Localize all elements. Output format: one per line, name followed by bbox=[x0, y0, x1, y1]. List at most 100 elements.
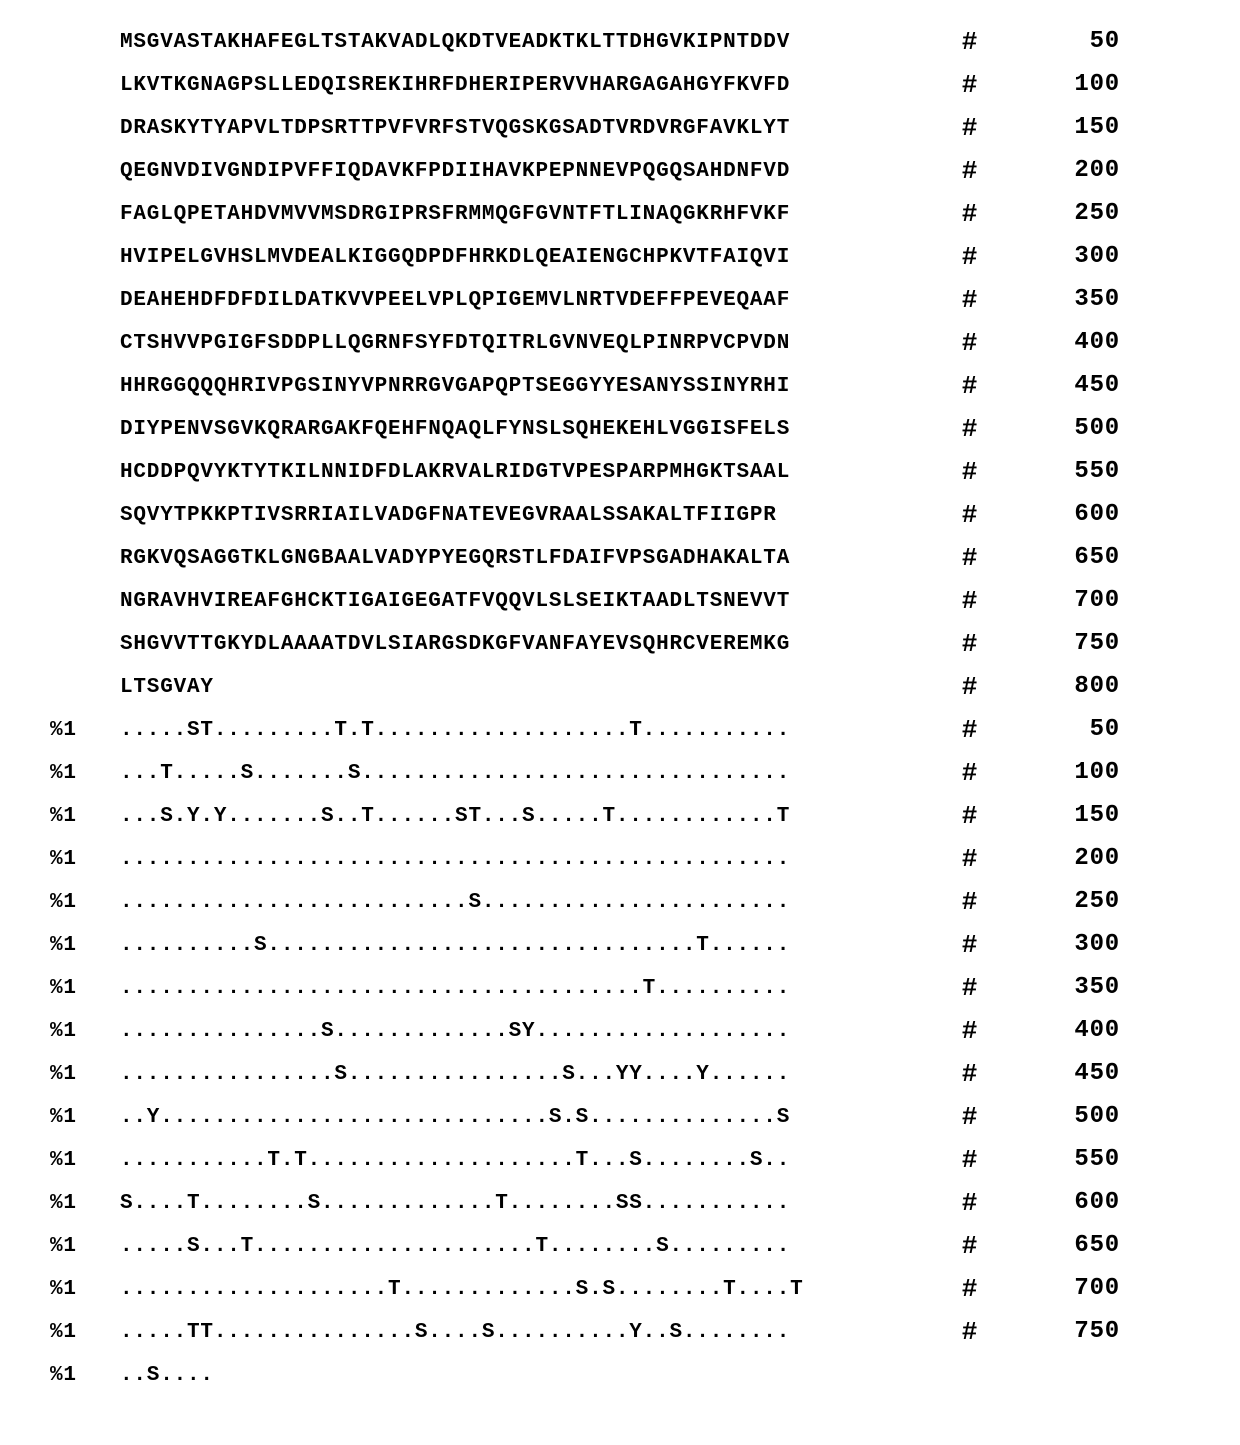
hash-glyph: # bbox=[940, 290, 1000, 311]
hash-glyph: # bbox=[940, 247, 1000, 268]
row-number: 650 bbox=[1000, 546, 1120, 570]
row-sequence: ...S.Y.Y.......S..T......ST...S.....T...… bbox=[120, 806, 940, 827]
hash-glyph: # bbox=[940, 1021, 1000, 1042]
row-prefix: %1 bbox=[50, 1021, 120, 1042]
row-number: 150 bbox=[1000, 804, 1120, 828]
sequence-row: %1...S.Y.Y.......S..T......ST...S.....T.… bbox=[50, 804, 1190, 828]
hash-glyph: # bbox=[940, 1064, 1000, 1085]
sequence-row: %1..........S...........................… bbox=[50, 933, 1190, 957]
row-sequence: CTSHVVPGIGFSDDPLLQGRNFSYFDTQITRLGVNVEQLP… bbox=[120, 333, 940, 354]
row-sequence: ........................................… bbox=[120, 849, 940, 870]
row-sequence: S....T........S.............T........SS.… bbox=[120, 1193, 940, 1214]
row-number: 500 bbox=[1000, 1105, 1120, 1129]
sequence-row: LTSGVAY#800 bbox=[50, 675, 1190, 699]
row-number: 450 bbox=[1000, 374, 1120, 398]
row-number: 250 bbox=[1000, 890, 1120, 914]
sequence-row: %1.....S...T.....................T......… bbox=[50, 1234, 1190, 1258]
sequence-row: %1.....TT...............S....S..........… bbox=[50, 1320, 1190, 1344]
row-number: 400 bbox=[1000, 331, 1120, 355]
row-prefix: %1 bbox=[50, 1322, 120, 1343]
hash-glyph: # bbox=[940, 935, 1000, 956]
sequence-row: QEGNVDIVGNDIPVFFIQDAVKFPDIIHAVKPEPNNEVPQ… bbox=[50, 159, 1190, 183]
row-number: 650 bbox=[1000, 1234, 1120, 1258]
row-number: 750 bbox=[1000, 1320, 1120, 1344]
row-number: 500 bbox=[1000, 417, 1120, 441]
row-prefix: %1 bbox=[50, 1107, 120, 1128]
sequence-row: %1................S................S...Y… bbox=[50, 1062, 1190, 1086]
row-number: 300 bbox=[1000, 245, 1120, 269]
row-number: 200 bbox=[1000, 159, 1120, 183]
row-number: 800 bbox=[1000, 675, 1120, 699]
sequence-row: SQVYTPKKPTIVSRRIAILVADGFNATEVEGVRAALSSAK… bbox=[50, 503, 1190, 527]
row-sequence: ..........S.............................… bbox=[120, 935, 940, 956]
row-prefix: %1 bbox=[50, 720, 120, 741]
hash-glyph: # bbox=[940, 978, 1000, 999]
row-sequence: HCDDPQVYKTYTKILNNIDFDLAKRVALRIDGTVPESPAR… bbox=[120, 462, 940, 483]
hash-glyph: # bbox=[940, 1236, 1000, 1257]
sequence-row: NGRAVHVIREAFGHCKTIGAIGEGATFVQQVLSLSEIKTA… bbox=[50, 589, 1190, 613]
sequence-row: DIYPENVSGVKQRARGAKFQEHFNQAQLFYNSLSQHEKEH… bbox=[50, 417, 1190, 441]
hash-glyph: # bbox=[940, 1150, 1000, 1171]
row-number: 700 bbox=[1000, 1277, 1120, 1301]
row-prefix: %1 bbox=[50, 892, 120, 913]
row-number: 750 bbox=[1000, 632, 1120, 656]
sequence-row: LKVTKGNAGPSLLEDQISREKIHRFDHERIPERVVHARGA… bbox=[50, 73, 1190, 97]
sequence-row: %1...T.....S.......S....................… bbox=[50, 761, 1190, 785]
row-number: 250 bbox=[1000, 202, 1120, 226]
row-prefix: %1 bbox=[50, 763, 120, 784]
row-number: 100 bbox=[1000, 761, 1120, 785]
row-prefix: %1 bbox=[50, 1279, 120, 1300]
row-prefix: %1 bbox=[50, 978, 120, 999]
sequence-row: %1S....T........S.............T........S… bbox=[50, 1191, 1190, 1215]
hash-glyph: # bbox=[940, 1193, 1000, 1214]
row-sequence: ...............S.............SY.........… bbox=[120, 1021, 940, 1042]
sequence-row: %1..........................S...........… bbox=[50, 890, 1190, 914]
row-number: 600 bbox=[1000, 1191, 1120, 1215]
sequence-row: %1...............S.............SY.......… bbox=[50, 1019, 1190, 1043]
hash-glyph: # bbox=[940, 75, 1000, 96]
row-number: 300 bbox=[1000, 933, 1120, 957]
hash-glyph: # bbox=[940, 720, 1000, 741]
row-sequence: RGKVQSAGGTKLGNGBAALVADYPYEGQRSTLFDAIFVPS… bbox=[120, 548, 940, 569]
sequence-row: %1...........T.T....................T...… bbox=[50, 1148, 1190, 1172]
row-sequence: SQVYTPKKPTIVSRRIAILVADGFNATEVEGVRAALSSAK… bbox=[120, 505, 940, 526]
row-sequence: .....TT...............S....S..........Y.… bbox=[120, 1322, 940, 1343]
hash-glyph: # bbox=[940, 419, 1000, 440]
row-number: 150 bbox=[1000, 116, 1120, 140]
row-prefix: %1 bbox=[50, 849, 120, 870]
sequence-row: %1..S....# bbox=[50, 1363, 1190, 1386]
hash-glyph: # bbox=[940, 548, 1000, 569]
row-sequence: .....ST.........T.T...................T.… bbox=[120, 720, 940, 741]
row-sequence: MSGVASTAKHAFEGLTSTAKVADLQKDTVEADKTKLTTDH… bbox=[120, 32, 940, 53]
row-sequence: DRASKYTYAPVLTDPSRTTPVFVRFSTVQGSKGSADTVRD… bbox=[120, 118, 940, 139]
sequence-row: CTSHVVPGIGFSDDPLLQGRNFSYFDTQITRLGVNVEQLP… bbox=[50, 331, 1190, 355]
hash-glyph: # bbox=[940, 1279, 1000, 1300]
row-sequence: ..Y.............................S.S.....… bbox=[120, 1107, 940, 1128]
hash-glyph: # bbox=[940, 204, 1000, 225]
sequence-row: HVIPELGVHSLMVDEALKIGGQDPDFHRKDLQEAIENGCH… bbox=[50, 245, 1190, 269]
row-number: 50 bbox=[1000, 718, 1120, 742]
hash-glyph: # bbox=[940, 376, 1000, 397]
hash-glyph: # bbox=[940, 763, 1000, 784]
row-sequence: ...T.....S.......S......................… bbox=[120, 763, 940, 784]
hash-glyph: # bbox=[940, 892, 1000, 913]
hash-glyph: # bbox=[940, 505, 1000, 526]
sequence-row: FAGLQPETAHDVMVVMSDRGIPRSFRMMQGFGVNTFTLIN… bbox=[50, 202, 1190, 226]
row-number: 600 bbox=[1000, 503, 1120, 527]
sequence-row: %1.....ST.........T.T...................… bbox=[50, 718, 1190, 742]
row-prefix: %1 bbox=[50, 1365, 120, 1386]
row-number: 200 bbox=[1000, 847, 1120, 871]
row-number: 550 bbox=[1000, 460, 1120, 484]
row-number: 50 bbox=[1000, 30, 1120, 54]
hash-glyph: # bbox=[940, 806, 1000, 827]
row-prefix: %1 bbox=[50, 935, 120, 956]
row-number: 350 bbox=[1000, 288, 1120, 312]
row-number: 450 bbox=[1000, 1062, 1120, 1086]
row-sequence: ..S.... bbox=[120, 1365, 940, 1386]
sequence-row: %1....................T.............S.S.… bbox=[50, 1277, 1190, 1301]
sequence-row: %1......................................… bbox=[50, 847, 1190, 871]
hash-glyph: # bbox=[940, 462, 1000, 483]
row-sequence: LKVTKGNAGPSLLEDQISREKIHRFDHERIPERVVHARGA… bbox=[120, 75, 940, 96]
row-prefix: %1 bbox=[50, 1064, 120, 1085]
row-sequence: NGRAVHVIREAFGHCKTIGAIGEGATFVQQVLSLSEIKTA… bbox=[120, 591, 940, 612]
